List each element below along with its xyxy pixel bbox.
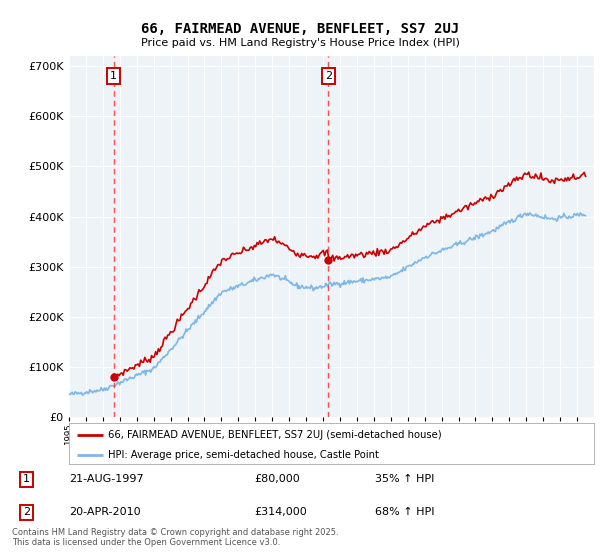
Text: 68% ↑ HPI: 68% ↑ HPI — [375, 507, 434, 517]
Text: 21-AUG-1997: 21-AUG-1997 — [70, 474, 144, 484]
Text: HPI: Average price, semi-detached house, Castle Point: HPI: Average price, semi-detached house,… — [109, 450, 379, 460]
Text: 66, FAIRMEAD AVENUE, BENFLEET, SS7 2UJ (semi-detached house): 66, FAIRMEAD AVENUE, BENFLEET, SS7 2UJ (… — [109, 430, 442, 440]
Text: 66, FAIRMEAD AVENUE, BENFLEET, SS7 2UJ: 66, FAIRMEAD AVENUE, BENFLEET, SS7 2UJ — [141, 22, 459, 36]
Text: 1: 1 — [110, 71, 117, 81]
Text: 2: 2 — [325, 71, 332, 81]
Text: Price paid vs. HM Land Registry's House Price Index (HPI): Price paid vs. HM Land Registry's House … — [140, 38, 460, 48]
Text: 1: 1 — [23, 474, 30, 484]
Text: 35% ↑ HPI: 35% ↑ HPI — [375, 474, 434, 484]
Text: £314,000: £314,000 — [254, 507, 307, 517]
Text: Contains HM Land Registry data © Crown copyright and database right 2025.
This d: Contains HM Land Registry data © Crown c… — [12, 528, 338, 548]
Text: 2: 2 — [23, 507, 30, 517]
Text: £80,000: £80,000 — [254, 474, 299, 484]
Text: 20-APR-2010: 20-APR-2010 — [70, 507, 141, 517]
